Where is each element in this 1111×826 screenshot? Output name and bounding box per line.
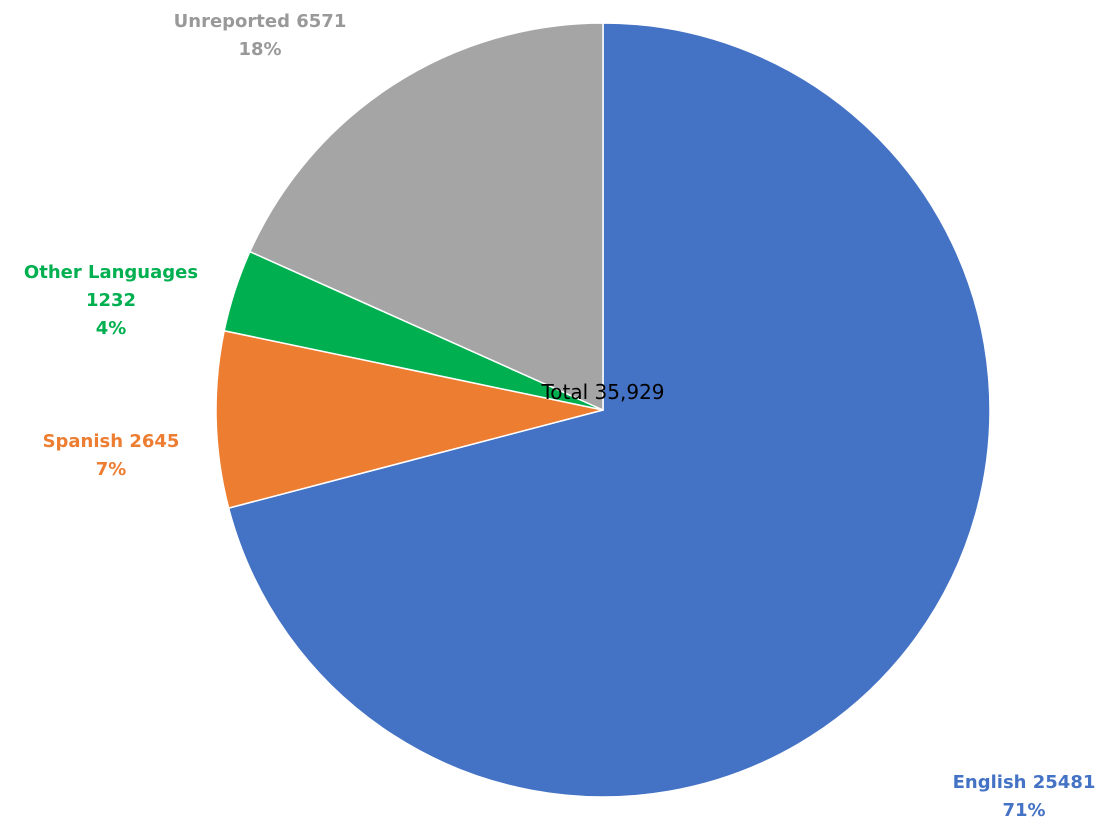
- slice-label-other-languages: Other Languages 1232 4%: [24, 262, 198, 339]
- slice-label-line: 71%: [1002, 800, 1045, 821]
- slice-label-line: Other Languages: [24, 262, 198, 283]
- slice-label-unreported: Unreported 6571 18%: [174, 11, 347, 60]
- slice-label-line: 18%: [238, 39, 281, 60]
- slice-label-english: English 25481 71%: [953, 772, 1096, 821]
- total-label: Total 35,929: [540, 380, 664, 404]
- pie-slice-unreported: [248, 22, 604, 412]
- slice-label-line: 1232: [86, 290, 136, 311]
- pie-slices: [215, 22, 991, 798]
- slice-label-spanish: Spanish 2645 7%: [43, 431, 180, 480]
- pie-slice-spanish: [215, 329, 604, 510]
- pie-labels: English 25481 71% Spanish 2645 7% Other Lang…: [24, 11, 1095, 821]
- slice-label-line: 7%: [96, 459, 127, 480]
- pie-slice-english: [227, 22, 991, 798]
- slice-label-line: English 25481: [953, 772, 1096, 793]
- slice-label-line: Unreported 6571: [174, 11, 347, 32]
- slice-label-line: 4%: [96, 318, 127, 339]
- slice-label-line: Spanish 2645: [43, 431, 180, 452]
